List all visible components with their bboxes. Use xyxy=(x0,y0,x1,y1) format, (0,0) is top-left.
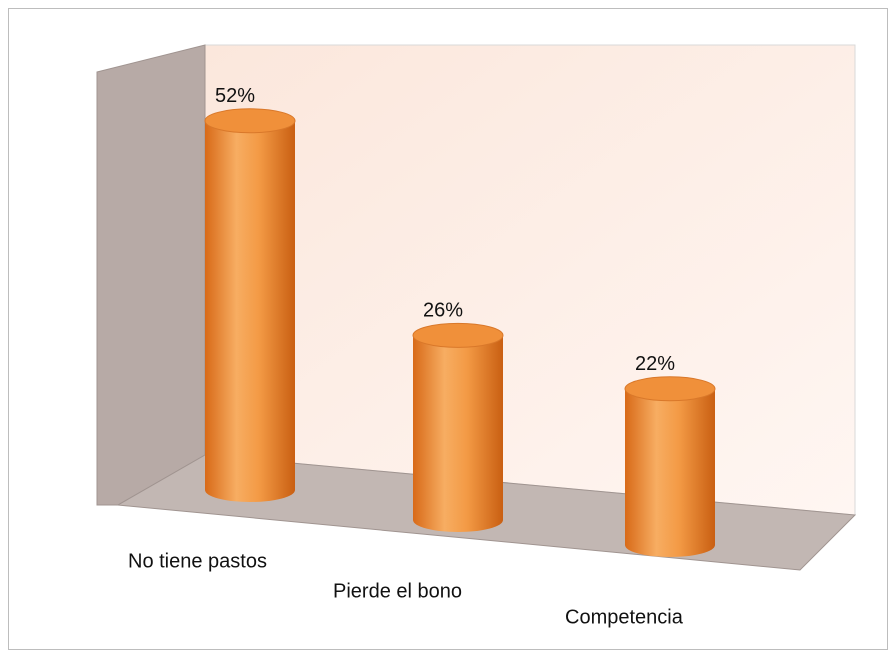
bar xyxy=(413,335,503,532)
bar-top xyxy=(204,108,296,134)
data-label: 22% xyxy=(635,353,675,375)
bar xyxy=(625,388,715,557)
back-wall xyxy=(204,44,856,516)
bar-top xyxy=(624,376,716,402)
x-tick-label: Competencia xyxy=(565,606,684,628)
x-tick-label: Pierde el bono xyxy=(333,580,462,602)
bar xyxy=(205,120,295,503)
data-label: 26% xyxy=(423,300,463,322)
bar-top xyxy=(412,322,504,348)
data-label: 52% xyxy=(215,85,255,107)
side-wall xyxy=(96,44,206,506)
x-tick-label: No tiene pastos xyxy=(128,550,267,572)
